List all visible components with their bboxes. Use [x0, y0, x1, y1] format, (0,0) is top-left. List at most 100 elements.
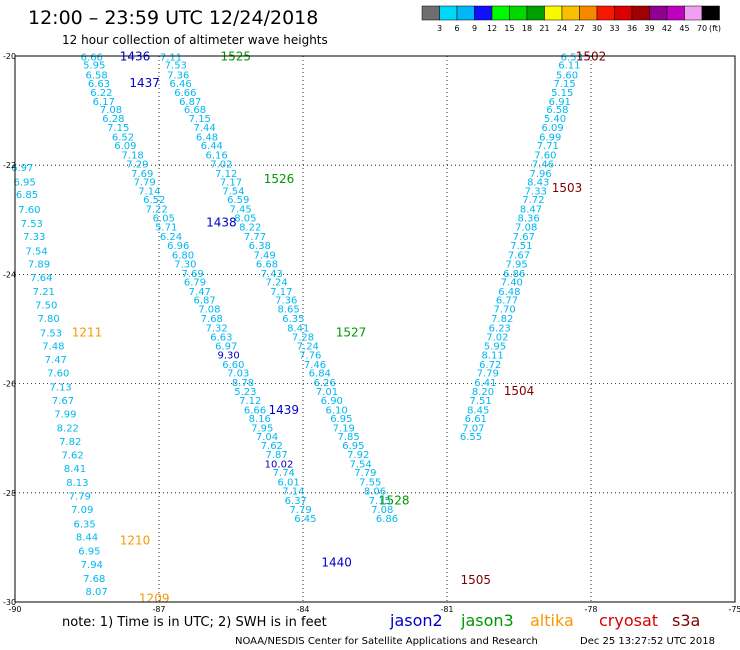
wave-height-value: 6.58: [85, 71, 107, 82]
wave-height-value: 7.68: [83, 574, 105, 585]
wave-height-value: 6.35: [73, 519, 95, 530]
wave-height-value: 7.02: [210, 160, 232, 171]
wave-height-value: 8.36: [517, 214, 539, 225]
wave-height-value: 7.43: [261, 269, 283, 280]
wave-height-value: 7.17: [270, 287, 292, 298]
wave-height-value: 7.60: [534, 150, 556, 161]
wave-height-value: 7.14: [282, 487, 304, 498]
wave-height-value: 6.44: [201, 141, 223, 152]
pass-label: 1503: [552, 181, 583, 195]
colorbar-unit: (ft): [709, 24, 721, 33]
wave-height-value: 7.53: [165, 61, 187, 72]
colorbar-swatch: [526, 5, 545, 21]
wave-height-value: 7.45: [229, 204, 251, 215]
wave-height-value: 8.07: [85, 587, 107, 598]
wave-height-value: 9.30: [217, 351, 239, 362]
wave-height-value: 6.95: [13, 178, 35, 189]
wave-height-value: 6.66: [174, 88, 196, 99]
wave-height-value: 7.79: [477, 369, 499, 380]
plot-frame: [14, 55, 736, 603]
pass-label: 1210: [120, 533, 151, 547]
wave-height-value: 6.85: [16, 190, 38, 201]
colorbar-label: 36: [627, 24, 637, 33]
wave-height-value: 6.63: [210, 333, 232, 344]
x-tick-label: -75: [728, 605, 740, 614]
wave-height-value: 8.45: [467, 405, 489, 416]
colorbar-swatch: [491, 5, 510, 21]
wave-height-value: 6.11: [558, 61, 580, 72]
wave-height-value: 6.95: [342, 441, 364, 452]
axis-ticks: -90 -87 -84 -81 -78 -75 -20 -22 -24 -26 -28 -30: [3, 52, 740, 614]
wave-height-value: 7.53: [21, 219, 43, 230]
wave-height-value: 6.59: [227, 195, 249, 206]
wave-height-value: 6.09: [541, 123, 563, 134]
wave-height-value: 7.82: [491, 314, 513, 325]
wave-height-value: 6.87: [179, 97, 201, 108]
wave-height-value: 7.47: [189, 287, 211, 298]
wave-height-value: 7.95: [251, 423, 273, 434]
wave-height-value: 5.95: [83, 61, 105, 72]
wave-height-value: 8.41: [287, 323, 309, 334]
wave-height-value: 7.69: [131, 169, 153, 180]
pass-label: 1209: [139, 592, 170, 606]
wave-height-value: 7.44: [193, 123, 215, 134]
colorbar-label: 30: [592, 24, 602, 33]
wave-height-value: 7.68: [201, 314, 223, 325]
wave-height-value: 8.22: [57, 423, 79, 434]
wave-height-value: 7.13: [49, 382, 71, 393]
wave-height-value: 6.41: [474, 378, 496, 389]
pass-label: 1504: [504, 384, 535, 398]
wave-height-value: 6.79: [184, 277, 206, 288]
wave-height-value: 8.65: [277, 304, 299, 315]
wave-height-value: 7.21: [33, 287, 55, 298]
wave-height-value: 7.54: [25, 246, 47, 257]
colorbar-swatch: [649, 5, 668, 21]
wave-height-value: 6.24: [160, 232, 182, 243]
wave-height-value: 6.66: [81, 53, 103, 64]
legend-item: jason3: [460, 611, 514, 630]
wave-height-value: 8.20: [472, 387, 494, 398]
legend: jason2 jason3 altika cryosat s3a: [389, 611, 700, 630]
pass-label: 1528: [379, 493, 410, 507]
legend-item: s3a: [672, 611, 700, 630]
wave-height-value: 6.66: [244, 405, 266, 416]
wave-height-value: 6.95: [78, 547, 100, 558]
wave-height-value: 6.23: [489, 323, 511, 334]
wave-height-value: 6.45: [294, 514, 316, 525]
colorbar-label: 15: [504, 24, 514, 33]
wave-height-value: 7.24: [297, 341, 319, 352]
wave-height-value: 8.43: [527, 178, 549, 189]
wave-height-value: 6.96: [167, 241, 189, 252]
wave-height-value: 6.05: [153, 214, 175, 225]
wave-height-value: 7.33: [525, 186, 547, 197]
footer-note: note: 1) Time is in UTC; 2) SWH is in fe…: [62, 615, 327, 630]
wave-height-value: 7.46: [532, 160, 554, 171]
data-points: 6.665.956.586.636.226.177.086.287.156.52…: [11, 53, 583, 599]
pass-label: 1436: [120, 50, 151, 64]
wave-height-value: 7.08: [371, 505, 393, 516]
wave-height-value: 8.13: [66, 478, 88, 489]
wave-height-value: 6.60: [222, 360, 244, 371]
wave-height-value: 7.67: [508, 251, 530, 262]
wave-height-value: 6.52: [143, 195, 165, 206]
wave-height-value: 6.10: [325, 405, 347, 416]
wave-height-value: 7.15: [369, 496, 391, 507]
colorbar-label: 27: [574, 24, 584, 33]
wave-height-value: 8.22: [239, 222, 261, 233]
wave-height-value: 7.62: [261, 441, 283, 452]
wave-height-value: 7.79: [69, 492, 91, 503]
pass-label: 1437: [129, 76, 160, 90]
wave-height-value: 7.48: [42, 341, 64, 352]
wave-height-value: 7.94: [81, 560, 103, 571]
x-tick-label: -87: [152, 605, 165, 614]
wave-height-value: 7.95: [505, 259, 527, 270]
legend-item: cryosat: [599, 611, 658, 630]
colorbar-label: 70: [697, 24, 707, 33]
colorbar-swatch: [544, 5, 563, 21]
wave-height-value: 7.40: [501, 277, 523, 288]
wave-height-value: 6.38: [249, 241, 271, 252]
wave-height-value: 6.84: [309, 369, 331, 380]
wave-height-value: 7.67: [52, 396, 74, 407]
colorbar-swatch: [421, 5, 440, 21]
wave-height-value: 7.51: [469, 396, 491, 407]
